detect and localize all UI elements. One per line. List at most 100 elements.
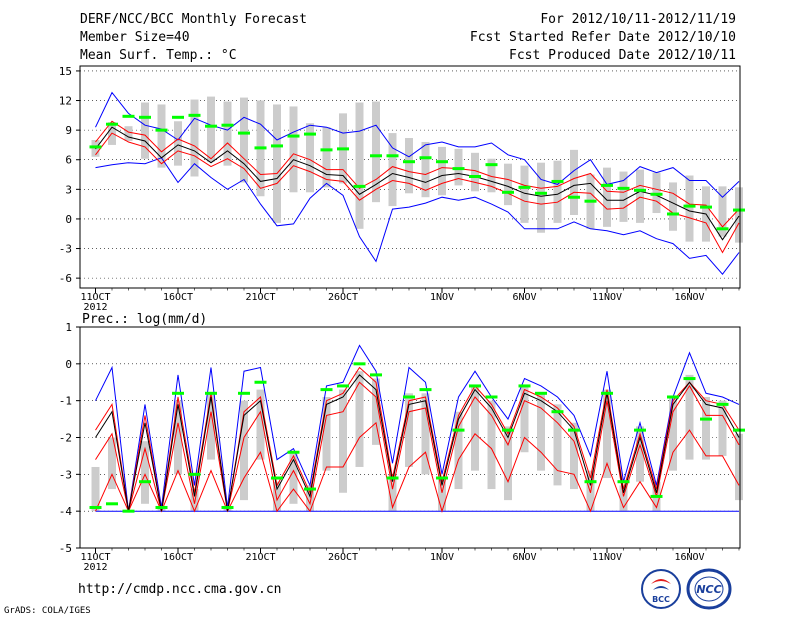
range-bar <box>685 175 694 242</box>
range-bar <box>718 400 727 456</box>
range-bar <box>553 160 562 223</box>
x-tick-label: 16NOV <box>674 292 704 303</box>
observed-marker <box>634 428 646 432</box>
observed-marker <box>320 148 333 152</box>
range-bar <box>405 393 413 467</box>
range-bar <box>570 149 578 215</box>
observed-marker <box>139 480 151 484</box>
observed-marker <box>205 124 217 128</box>
observed-marker <box>304 132 316 136</box>
observed-marker <box>469 384 481 388</box>
x-tick-label: 16NOV <box>674 552 704 563</box>
observed-marker <box>716 402 729 406</box>
x-tick-label: 11OCT <box>80 292 110 303</box>
observed-marker <box>353 184 366 188</box>
y-tick-label: 12 <box>59 95 72 108</box>
observed-marker <box>733 208 745 212</box>
range-bar <box>240 400 248 501</box>
range-bar <box>520 385 529 453</box>
observed-marker <box>188 113 201 117</box>
range-bar <box>157 104 166 168</box>
variable-label: Mean Surf. Temp.: °C <box>80 48 237 63</box>
observed-marker <box>155 128 168 132</box>
range-bar <box>438 146 446 196</box>
source-url[interactable]: http://cmdp.ncc.cma.gov.cn <box>78 582 282 597</box>
y-tick-label: 0 <box>65 358 72 371</box>
observed-marker <box>386 154 399 158</box>
observed-marker <box>419 388 432 392</box>
observed-marker <box>106 502 118 506</box>
observed-marker <box>304 487 316 491</box>
range-bar <box>207 393 215 460</box>
range-bar <box>702 396 710 460</box>
y-tick-label: 6 <box>65 154 72 167</box>
range-bar <box>471 385 479 471</box>
observed-marker <box>601 183 613 187</box>
observed-marker <box>617 186 630 190</box>
observed-marker <box>139 115 151 119</box>
observed-marker <box>683 377 696 381</box>
range-bar <box>454 411 463 490</box>
range-bar <box>355 102 364 229</box>
observed-marker <box>634 188 646 192</box>
range-bar <box>520 165 529 223</box>
x-tick-label: 16OCT <box>163 552 193 563</box>
series-min-line <box>95 157 740 275</box>
range-bar <box>240 97 248 183</box>
bcc-logo: BCC <box>640 568 682 610</box>
range-bar <box>306 123 314 193</box>
series-mean-line <box>95 374 740 512</box>
range-bar <box>273 481 281 512</box>
observed-marker <box>502 428 514 432</box>
series-minus-sd-line <box>95 381 740 512</box>
range-bar <box>141 102 149 159</box>
observed-marker <box>122 509 135 513</box>
y-tick-label: -3 <box>59 243 72 256</box>
observed-marker <box>650 494 663 498</box>
observed-marker <box>172 115 184 119</box>
range-bar <box>91 466 100 512</box>
series-plus-sd-line <box>95 120 740 228</box>
observed-marker <box>221 123 234 127</box>
range-bar <box>570 422 578 490</box>
series-max-line <box>95 91 740 198</box>
observed-marker <box>469 175 481 179</box>
y-tick-label: -1 <box>59 395 72 408</box>
x-tick-label: 1NOV <box>430 292 454 303</box>
range-bar <box>372 101 380 203</box>
y-tick-label: 1 <box>65 321 72 334</box>
range-bar <box>355 371 364 467</box>
grads-credit: GrADS: COLA/IGES <box>4 606 91 616</box>
observed-marker <box>436 160 448 164</box>
observed-marker <box>518 384 531 388</box>
observed-marker <box>122 114 135 118</box>
range-bar <box>603 167 611 227</box>
observed-marker <box>485 395 498 399</box>
range-bar <box>553 404 562 486</box>
range-bar <box>388 474 397 512</box>
observed-marker <box>535 191 547 195</box>
observed-marker <box>370 154 382 158</box>
range-bar <box>735 187 743 243</box>
observed-marker <box>271 144 283 148</box>
range-bar <box>504 163 512 206</box>
observed-marker <box>89 145 102 149</box>
y-tick-label: 9 <box>65 124 72 137</box>
range-bar <box>405 138 413 194</box>
plot-frame <box>79 65 741 289</box>
observed-marker <box>733 428 745 432</box>
range-bar <box>289 106 298 193</box>
observed-marker <box>617 480 630 484</box>
observed-marker <box>716 227 729 231</box>
observed-marker <box>650 192 663 196</box>
y-tick-label: -4 <box>59 505 73 518</box>
range-bar <box>388 133 397 207</box>
plot-frame <box>79 326 741 549</box>
produced-date-label: Fcst Produced Date 2012/10/11 <box>509 48 736 63</box>
range-bar <box>735 433 743 501</box>
observed-marker <box>337 147 349 151</box>
range-bar <box>339 389 347 493</box>
range-bar <box>190 99 199 177</box>
range-bar <box>174 121 182 166</box>
